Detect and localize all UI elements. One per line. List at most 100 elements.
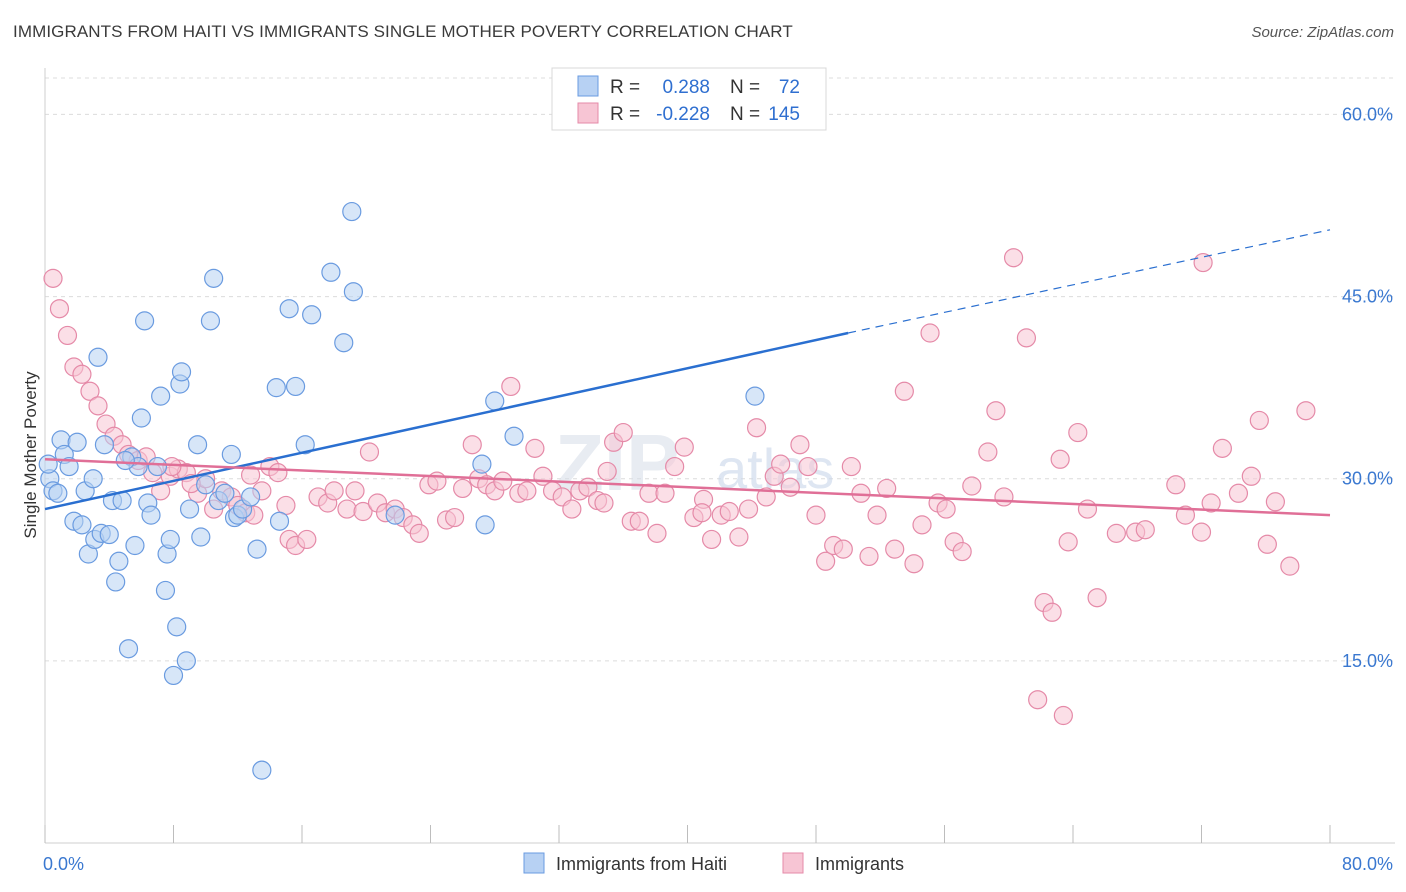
- immigrants-point: [771, 454, 791, 474]
- immigrants-point: [756, 487, 776, 507]
- y-tick-label: 15.0%: [1342, 651, 1393, 671]
- haiti-point: [475, 515, 495, 535]
- immigrants-point: [1228, 483, 1249, 503]
- haiti-point: [59, 456, 79, 477]
- haiti-trend-extension: [847, 229, 1331, 334]
- immigrants-point: [353, 501, 373, 522]
- haiti-point: [141, 505, 161, 525]
- legend-n-value-1: 72: [779, 77, 800, 98]
- haiti-point: [99, 524, 119, 545]
- immigrants-trend-line: [44, 458, 1331, 517]
- immigrants-point: [462, 435, 482, 455]
- legend-swatch-pink: [577, 102, 599, 124]
- haiti-point: [295, 435, 315, 455]
- immigrants-point: [841, 456, 861, 477]
- immigrants-point: [692, 503, 712, 523]
- bottom-legend-label-haiti: Immigrants from Haiti: [556, 854, 727, 874]
- immigrants-point: [1249, 410, 1269, 431]
- immigrants-point: [613, 422, 633, 443]
- immigrants-point: [1042, 602, 1062, 622]
- haiti-point: [160, 529, 180, 550]
- haiti-point: [247, 539, 267, 559]
- haiti-point: [221, 444, 241, 465]
- haiti-point: [204, 268, 224, 288]
- immigrants-point: [1257, 534, 1277, 554]
- immigrants-point: [324, 481, 344, 501]
- haiti-point: [134, 311, 155, 331]
- immigrants-point: [629, 511, 649, 531]
- immigrants-point: [525, 438, 545, 458]
- immigrants-point: [1175, 505, 1196, 525]
- series-immigrants-from-haiti: [38, 201, 765, 780]
- legend-n-label-2: N =: [730, 104, 760, 125]
- immigrants-point: [1280, 556, 1300, 576]
- immigrants-point: [859, 546, 879, 567]
- immigrants-point: [597, 461, 617, 482]
- immigrants-point: [501, 376, 521, 397]
- haiti-point: [321, 262, 341, 282]
- haiti-point: [38, 454, 58, 474]
- haiti-point: [485, 391, 505, 411]
- haiti-point: [279, 299, 299, 319]
- haiti-point: [125, 535, 145, 556]
- immigrants-point: [780, 477, 800, 497]
- legend-n-label-1: N =: [730, 77, 760, 98]
- immigrants-point: [1077, 499, 1098, 519]
- immigrants-point: [562, 499, 582, 519]
- immigrants-point: [297, 529, 317, 550]
- immigrants-point: [359, 442, 380, 462]
- immigrants-point: [151, 481, 171, 501]
- bottom-legend: Immigrants from Haiti Immigrants: [523, 852, 904, 874]
- immigrants-point: [978, 442, 998, 462]
- immigrants-point: [647, 523, 667, 543]
- haiti-point: [385, 505, 405, 525]
- haiti-point: [191, 527, 211, 547]
- haiti-point: [745, 386, 765, 406]
- haiti-point: [269, 511, 290, 531]
- immigrants-point: [517, 481, 537, 501]
- immigrants-point: [719, 501, 739, 522]
- legend-r-value-2: -0.228: [656, 104, 710, 125]
- bottom-legend-swatch-pink: [782, 852, 804, 874]
- immigrants-point: [1201, 493, 1221, 513]
- immigrants-point: [1166, 475, 1186, 495]
- immigrants-point: [453, 478, 473, 499]
- haiti-point: [196, 475, 216, 495]
- chart-title: IMMIGRANTS FROM HAITI VS IMMIGRANTS SING…: [13, 22, 793, 41]
- immigrants-point: [1003, 248, 1024, 268]
- immigrants-point: [1193, 252, 1213, 273]
- haiti-point: [302, 305, 322, 325]
- immigrants-point: [1087, 588, 1107, 608]
- haiti-point: [504, 426, 524, 446]
- grid-lines: [45, 77, 1395, 662]
- immigrants-point: [337, 499, 357, 519]
- immigrants-point: [241, 465, 261, 485]
- haiti-point: [342, 201, 362, 222]
- haiti-point: [115, 450, 135, 471]
- haiti-point: [155, 580, 176, 601]
- haiti-point: [215, 483, 235, 503]
- immigrants-point: [1058, 532, 1078, 552]
- immigrants-point: [1296, 401, 1316, 421]
- y-tick-label: 45.0%: [1342, 287, 1393, 307]
- haiti-point: [109, 551, 129, 571]
- immigrants-point: [952, 541, 972, 562]
- haiti-point: [131, 408, 151, 428]
- immigrants-point: [877, 478, 897, 499]
- immigrants-point: [867, 505, 887, 525]
- haiti-point: [151, 386, 171, 406]
- haiti-point: [176, 651, 196, 671]
- y-axis-label: Single Mother Poverty: [21, 371, 40, 539]
- immigrants-point: [1050, 449, 1070, 469]
- legend-r-label-2: R =: [610, 104, 640, 125]
- haiti-trend-line: [44, 331, 849, 511]
- haiti-point: [285, 376, 306, 397]
- haiti-point: [94, 435, 115, 455]
- immigrants-point: [88, 396, 108, 416]
- top-legend: R = 0.288 N = 72 R = -0.228 N = 145: [551, 67, 827, 131]
- immigrants-point: [936, 499, 956, 519]
- immigrants-point: [790, 435, 810, 455]
- haiti-point: [106, 572, 126, 592]
- chart-source: Source: ZipAtlas.com: [1251, 24, 1394, 41]
- immigrants-point: [885, 539, 905, 559]
